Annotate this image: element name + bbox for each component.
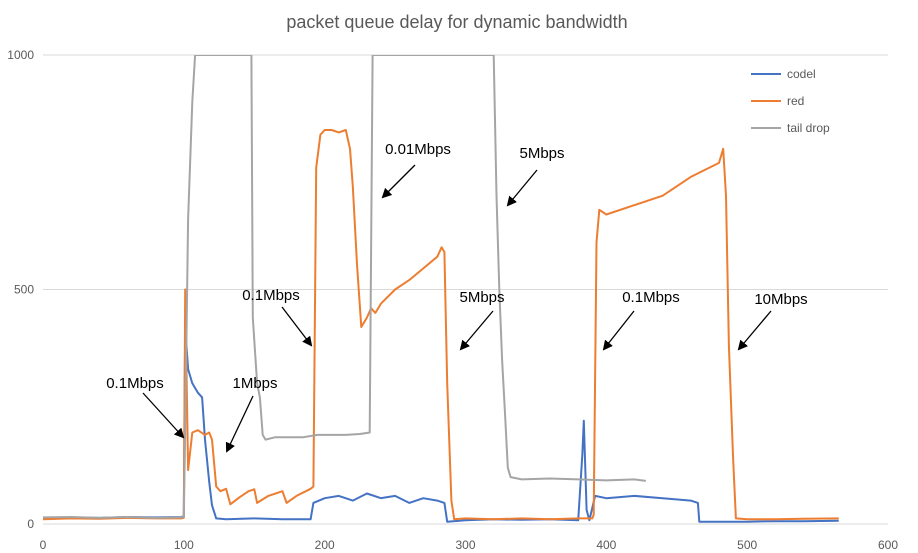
annotation-arrow [602, 310, 635, 351]
annotation-arrow [381, 164, 416, 199]
legend-label: red [787, 94, 804, 108]
annotation-label: 5Mbps [519, 145, 564, 162]
annotations: 0.1Mbps 1Mbps 0.1Mbps 0.01Mbps 5Mbps 5Mbps 0.1… [106, 141, 808, 453]
x-tick-label: 600 [878, 538, 898, 552]
annotation-arrow [281, 306, 313, 347]
x-tick-label: 500 [737, 538, 757, 552]
annotation-arrow [142, 392, 185, 439]
series-line-tail-drop [43, 55, 646, 519]
annotation-arrow [506, 169, 538, 207]
x-tick-label: 100 [174, 538, 194, 552]
annotation-arrow [459, 310, 494, 351]
axes: 0 500 1000 0 100 200 300 400 500 600 [7, 48, 898, 552]
legend-label: codel [787, 67, 816, 81]
annotation-label: 0.01Mbps [385, 141, 451, 158]
legend-label: tail drop [787, 121, 830, 135]
series-line-red [43, 129, 839, 521]
legend: codel red tail drop [751, 67, 830, 135]
x-tick-label: 300 [455, 538, 475, 552]
grid [43, 54, 888, 290]
y-tick-label: 0 [27, 517, 34, 531]
annotation-arrow [737, 310, 772, 351]
series [43, 55, 839, 523]
x-tick-label: 200 [315, 538, 335, 552]
annotation-label: 10Mbps [754, 291, 807, 308]
annotation-label: 1Mbps [232, 375, 277, 392]
annotation-arrow [225, 395, 254, 453]
x-tick-label: 0 [40, 538, 47, 552]
y-tick-label: 500 [14, 283, 34, 297]
annotation-label: 0.1Mbps [242, 287, 300, 304]
annotation-label: 0.1Mbps [106, 375, 164, 392]
chart-title: packet queue delay for dynamic bandwidth [286, 12, 627, 32]
annotation-label: 5Mbps [459, 289, 504, 306]
x-tick-label: 400 [596, 538, 616, 552]
annotation-label: 0.1Mbps [622, 289, 680, 306]
y-tick-label: 1000 [7, 48, 34, 62]
series-line-codel [43, 326, 839, 523]
